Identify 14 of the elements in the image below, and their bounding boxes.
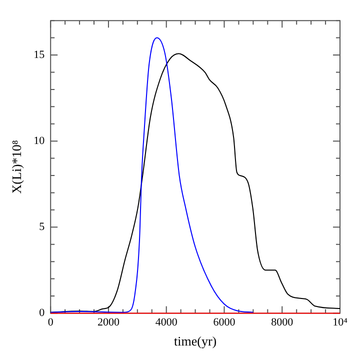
y-tick-label: 0	[39, 307, 46, 320]
line-series	[50, 53, 340, 313]
x-axis-title: time(yr)	[174, 334, 217, 349]
x-tick-label: 6000	[213, 316, 236, 329]
x-tick-label: 10⁴	[332, 316, 348, 329]
x-tick-label: 4000	[155, 316, 178, 329]
y-tick-label: 10	[34, 134, 46, 147]
line-series	[50, 37, 254, 313]
y-axis-title: X(Li)*10⁸	[9, 140, 24, 194]
y-tick-label: 5	[39, 221, 46, 234]
x-tick-label: 2000	[97, 316, 120, 329]
x-tick-label: 8000	[271, 316, 294, 329]
y-tick-label: 15	[34, 48, 46, 61]
x-tick-label: 0	[48, 316, 54, 329]
